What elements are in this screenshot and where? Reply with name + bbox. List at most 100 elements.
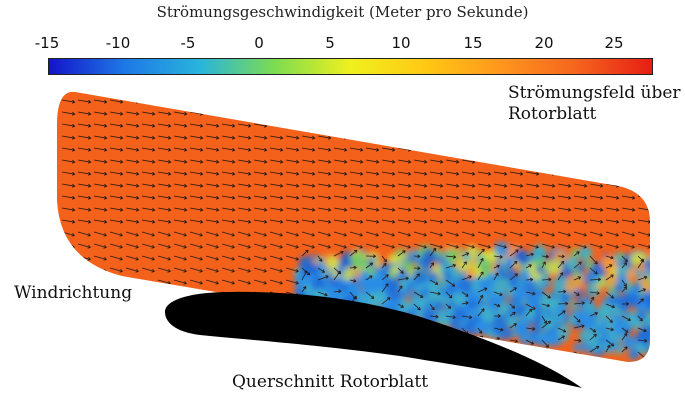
velocity-vector — [413, 219, 427, 223]
vector-arrowhead — [391, 147, 396, 152]
velocity-vector — [509, 249, 519, 257]
vector-arrowhead — [279, 353, 283, 357]
vector-arrowhead — [543, 320, 547, 324]
vector-arrowhead — [610, 295, 614, 299]
velocity-vector — [253, 111, 267, 115]
vector-arrowhead — [439, 123, 444, 128]
vector-arrowhead — [455, 245, 459, 249]
vector-arrowhead — [295, 99, 300, 104]
flow-sample — [324, 272, 335, 282]
flow-sample — [578, 330, 589, 341]
velocity-vector — [493, 272, 499, 281]
flow-sample — [651, 253, 660, 262]
vector-arrowhead — [71, 341, 75, 345]
velocity-vector — [381, 147, 395, 151]
vector-arrowhead — [391, 233, 395, 237]
velocity-vector — [205, 171, 219, 175]
velocity-vector — [397, 171, 411, 175]
vector-arrowhead — [583, 171, 588, 176]
vector-arrowhead — [311, 159, 316, 164]
velocity-vector — [157, 159, 171, 163]
velocity-vector — [93, 135, 107, 139]
vector-arrowhead — [343, 183, 348, 188]
velocity-vector — [541, 243, 555, 248]
velocity-vector — [189, 135, 203, 139]
velocity-vector — [269, 267, 283, 272]
velocity-vector — [109, 183, 123, 187]
vector-arrowhead — [215, 147, 220, 152]
vector-arrowhead — [263, 159, 268, 164]
vector-arrowhead — [471, 99, 476, 104]
vector-arrowhead — [183, 207, 188, 212]
vector-arrowhead — [583, 159, 588, 164]
vector-arrowhead — [71, 329, 75, 333]
velocity-vector — [429, 247, 437, 257]
velocity-vector — [349, 183, 363, 187]
velocity-vector — [621, 207, 635, 211]
vector-arrowhead — [295, 159, 300, 164]
velocity-vector — [461, 243, 475, 248]
vector-arrowhead — [327, 233, 331, 237]
vector-arrowhead — [576, 251, 580, 255]
velocity-vector — [349, 207, 363, 211]
velocity-vector — [61, 123, 75, 127]
vector-arrowhead — [87, 329, 91, 333]
flow-sample — [513, 285, 528, 300]
vector-arrowhead — [183, 245, 187, 249]
velocity-vector — [397, 111, 411, 115]
velocity-vector — [221, 351, 235, 356]
velocity-vector — [237, 219, 251, 223]
flow-sample — [452, 294, 464, 306]
vector-arrowhead — [544, 347, 548, 351]
velocity-vector — [141, 267, 155, 272]
vector-arrowhead — [71, 317, 75, 321]
wind-direction-label: Windrichtung — [14, 283, 133, 303]
vector-arrowhead — [530, 353, 535, 357]
velocity-vector — [445, 147, 459, 151]
velocity-vector — [285, 351, 299, 356]
vector-arrowhead — [417, 254, 421, 259]
vector-arrowhead — [503, 171, 508, 176]
velocity-vector — [589, 183, 603, 187]
flow-sample — [422, 249, 437, 263]
vector-arrowhead — [151, 123, 156, 128]
velocity-vector — [493, 135, 507, 139]
velocity-vector — [157, 171, 171, 175]
vector-arrowhead — [295, 123, 300, 128]
vector-arrowhead — [263, 353, 267, 357]
velocity-vector — [237, 171, 251, 175]
velocity-vector — [461, 291, 469, 297]
flow-sample — [629, 252, 642, 266]
flow-sample — [408, 292, 417, 300]
vector-arrowhead — [514, 339, 518, 343]
vector-arrowhead — [420, 294, 424, 298]
vector-arrowhead — [599, 147, 604, 152]
flow-sample — [481, 310, 491, 319]
velocity-vector — [477, 135, 491, 139]
velocity-vector — [445, 315, 456, 318]
velocity-vector — [477, 99, 491, 103]
flow-field-label: Strömungsfeld über Rotorblatt — [508, 83, 681, 125]
velocity-vector — [333, 147, 347, 151]
vector-arrowhead — [119, 233, 123, 237]
velocity-vector — [541, 339, 549, 348]
velocity-vector — [285, 183, 299, 187]
velocity-vector — [525, 231, 539, 236]
velocity-vector — [349, 267, 357, 269]
vector-arrowhead — [383, 262, 387, 267]
vector-arrowhead — [647, 159, 650, 164]
velocity-vector — [397, 99, 411, 103]
velocity-vector — [253, 171, 267, 175]
velocity-vector — [301, 351, 313, 354]
velocity-vector — [429, 291, 441, 295]
velocity-vector — [141, 219, 155, 223]
vector-arrowhead — [135, 183, 140, 188]
vector-arrowhead — [119, 159, 124, 164]
velocity-vector — [397, 277, 409, 281]
vector-arrowhead — [593, 333, 597, 338]
vector-arrowhead — [231, 171, 236, 176]
velocity-vector — [541, 207, 555, 211]
velocity-vector — [461, 231, 475, 236]
velocity-vector — [141, 339, 155, 344]
vector-arrowhead — [542, 261, 546, 265]
